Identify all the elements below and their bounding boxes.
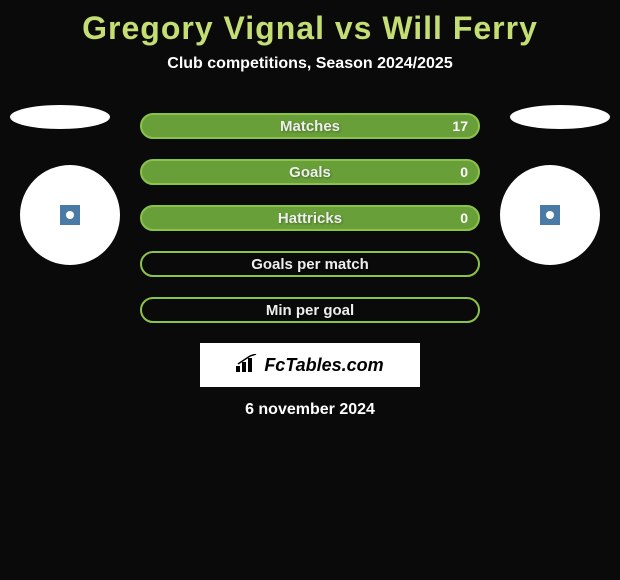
player-right-marker [510,105,610,129]
stat-label: Hattricks [278,210,342,227]
stat-label: Goals per match [251,256,369,273]
page-title: Gregory Vignal vs Will Ferry [0,0,620,47]
player-left-avatar [20,165,120,265]
chart-icon [236,354,260,377]
stats-container: Matches 17 Goals 0 Hattricks 0 Goals per… [0,113,620,419]
player-left-marker [10,105,110,129]
stat-value-right: 17 [452,118,468,134]
player-icon [540,205,560,225]
stat-value-right: 0 [460,210,468,226]
stat-row-hattricks: Hattricks 0 [140,205,480,231]
stat-value-right: 0 [460,164,468,180]
date-text: 6 november 2024 [0,401,620,419]
logo-box[interactable]: FcTables.com [200,343,420,387]
logo-label: FcTables.com [264,355,383,376]
player-icon [60,205,80,225]
stat-row-goals-per-match: Goals per match [140,251,480,277]
stat-label: Min per goal [266,302,354,319]
stat-row-min-per-goal: Min per goal [140,297,480,323]
page-subtitle: Club competitions, Season 2024/2025 [0,55,620,73]
stat-row-matches: Matches 17 [140,113,480,139]
stat-label: Matches [280,118,340,135]
logo-text: FcTables.com [236,354,383,377]
stat-row-goals: Goals 0 [140,159,480,185]
stat-label: Goals [289,164,331,181]
player-right-avatar [500,165,600,265]
